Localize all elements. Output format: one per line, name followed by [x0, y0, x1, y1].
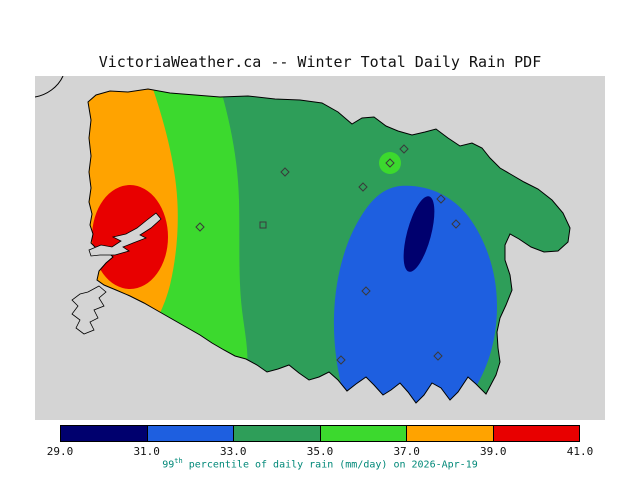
figure-title: VictoriaWeather.ca -- Winter Total Daily… [98, 53, 542, 71]
station-marker [259, 221, 267, 229]
station-marker [385, 158, 395, 168]
coastline [87, 88, 571, 404]
caption-superscript: th [174, 457, 183, 465]
colorbar-tick-label: 37.0 [393, 445, 420, 458]
caption-rest: percentile of daily rain (mm/day) on 202… [182, 459, 478, 471]
station-marker [399, 144, 409, 154]
colorbar [60, 425, 580, 442]
colorbar-tick-label: 33.0 [220, 445, 247, 458]
station-marker [195, 222, 205, 232]
colorbar-tick-label: 31.0 [133, 445, 160, 458]
station-markers [195, 144, 461, 365]
caption-prefix: 99 [162, 459, 175, 471]
colorbar-tick-label: 29.0 [46, 445, 74, 458]
colorbar-tick-label: 39.0 [480, 445, 507, 458]
weather-map [35, 76, 605, 420]
colorbar-tick-label: 35.0 [306, 445, 334, 458]
colorbar-segment-37-39 [406, 426, 493, 441]
station-marker [433, 351, 443, 361]
harbour-inlet [88, 212, 162, 257]
colorbar-tick-label: 41.0 [566, 445, 594, 458]
northwest-shore-line [35, 76, 64, 98]
colorbar-segment-35-37 [319, 426, 406, 441]
colorbar-segment-39-41 [492, 426, 579, 441]
contour-region-29-31 [403, 196, 435, 272]
station-marker [280, 167, 290, 177]
contour-pocket-35-37 [379, 152, 401, 174]
map-plot-area [35, 76, 605, 420]
colorbar-segment-29-31 [61, 426, 147, 441]
station-marker [436, 194, 446, 204]
caption: 99th percentile of daily rain (mm/day) o… [0, 457, 640, 470]
colorbar-segment-33-35 [233, 426, 320, 441]
contour-region-31-33 [333, 185, 497, 403]
station-marker [361, 286, 371, 296]
station-marker [336, 355, 346, 365]
station-marker [358, 182, 368, 192]
station-marker [451, 219, 461, 229]
small-island-outline [71, 285, 107, 335]
colorbar-segment-31-33 [146, 426, 233, 441]
